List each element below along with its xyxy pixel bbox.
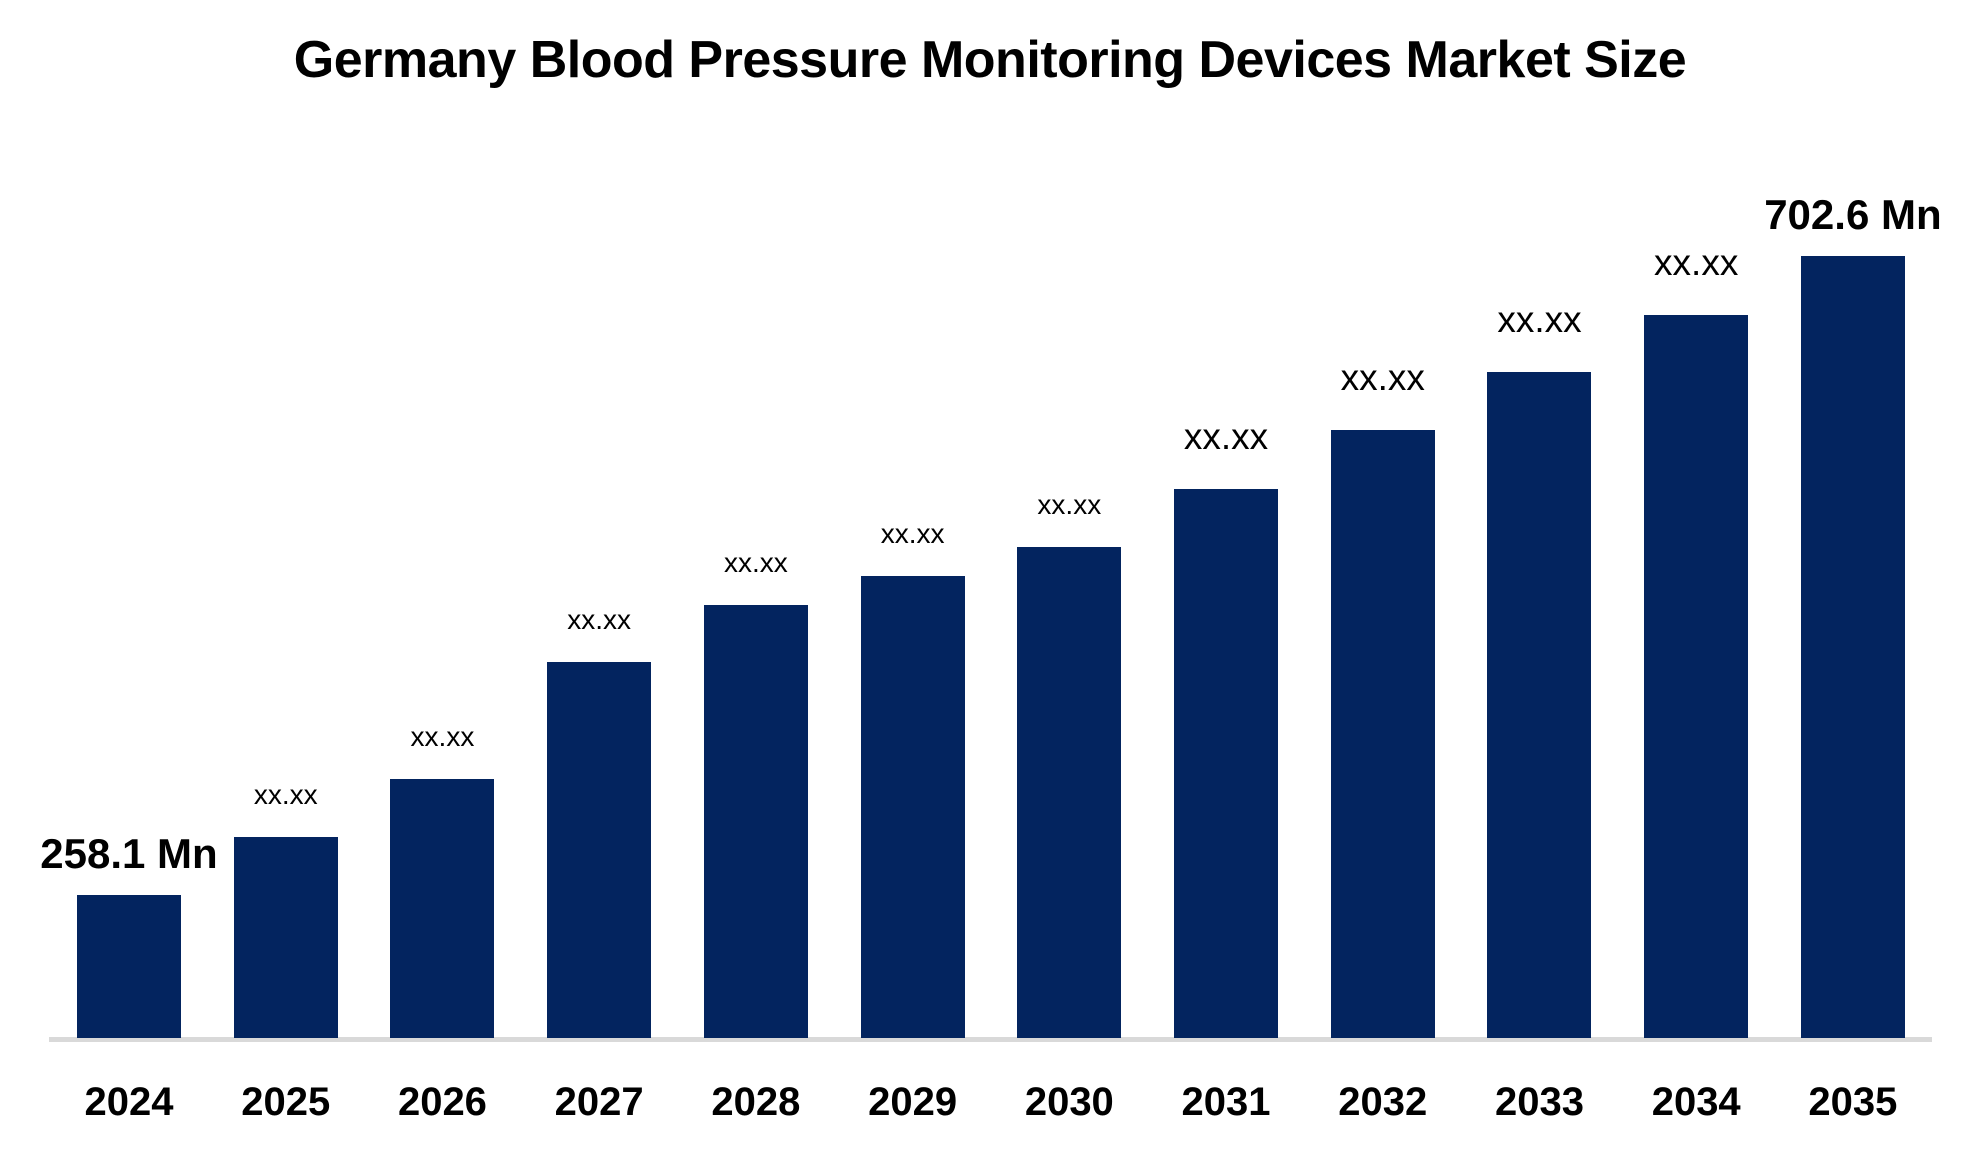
bar-2025 xyxy=(233,837,338,1038)
bar-2028 xyxy=(703,605,808,1038)
bar-2027 xyxy=(547,661,652,1038)
chart-title: Germany Blood Pressure Monitoring Device… xyxy=(293,31,1687,89)
value-label-2035: 702.6 Mn xyxy=(1764,191,1942,238)
x-axis-line xyxy=(49,1037,1932,1042)
x-tick-2035: 2035 xyxy=(1808,1080,1898,1124)
bar-2033 xyxy=(1487,372,1592,1038)
bar-2030 xyxy=(1017,546,1122,1038)
value-label-2027: xx.xx xyxy=(567,603,632,635)
value-label-2032: xx.xx xyxy=(1340,356,1425,398)
bar-2024 xyxy=(77,895,181,1038)
value-label-2031: xx.xx xyxy=(1183,416,1269,458)
value-label-2025: xx.xx xyxy=(253,779,318,811)
x-tick-2031: 2031 xyxy=(1181,1080,1271,1124)
value-label-2029: xx.xx xyxy=(880,518,945,550)
x-tick-2032: 2032 xyxy=(1338,1080,1428,1124)
bar-2035 xyxy=(1800,256,1905,1038)
x-tick-2029: 2029 xyxy=(868,1080,958,1124)
bar-2026 xyxy=(390,779,495,1038)
value-label-2026: xx.xx xyxy=(410,721,475,752)
bar-2031 xyxy=(1174,489,1279,1038)
x-tick-2027: 2027 xyxy=(554,1080,644,1124)
bar-2029 xyxy=(860,576,965,1038)
x-tick-2034: 2034 xyxy=(1651,1080,1741,1124)
x-tick-2024: 2024 xyxy=(84,1080,174,1124)
x-tick-2030: 2030 xyxy=(1024,1080,1114,1124)
x-tick-2033: 2033 xyxy=(1494,1080,1584,1124)
value-label-2033: xx.xx xyxy=(1497,299,1582,341)
x-tick-2028: 2028 xyxy=(711,1080,801,1124)
x-tick-2025: 2025 xyxy=(241,1080,331,1124)
value-label-2028: xx.xx xyxy=(723,547,788,579)
bar-2032 xyxy=(1330,429,1435,1038)
value-label-2024: 258.1 Mn xyxy=(40,830,218,877)
value-label-2030: xx.xx xyxy=(1037,488,1102,520)
x-tick-2026: 2026 xyxy=(397,1080,487,1124)
bar-2034 xyxy=(1644,314,1749,1038)
value-label-2034: xx.xx xyxy=(1654,241,1739,283)
